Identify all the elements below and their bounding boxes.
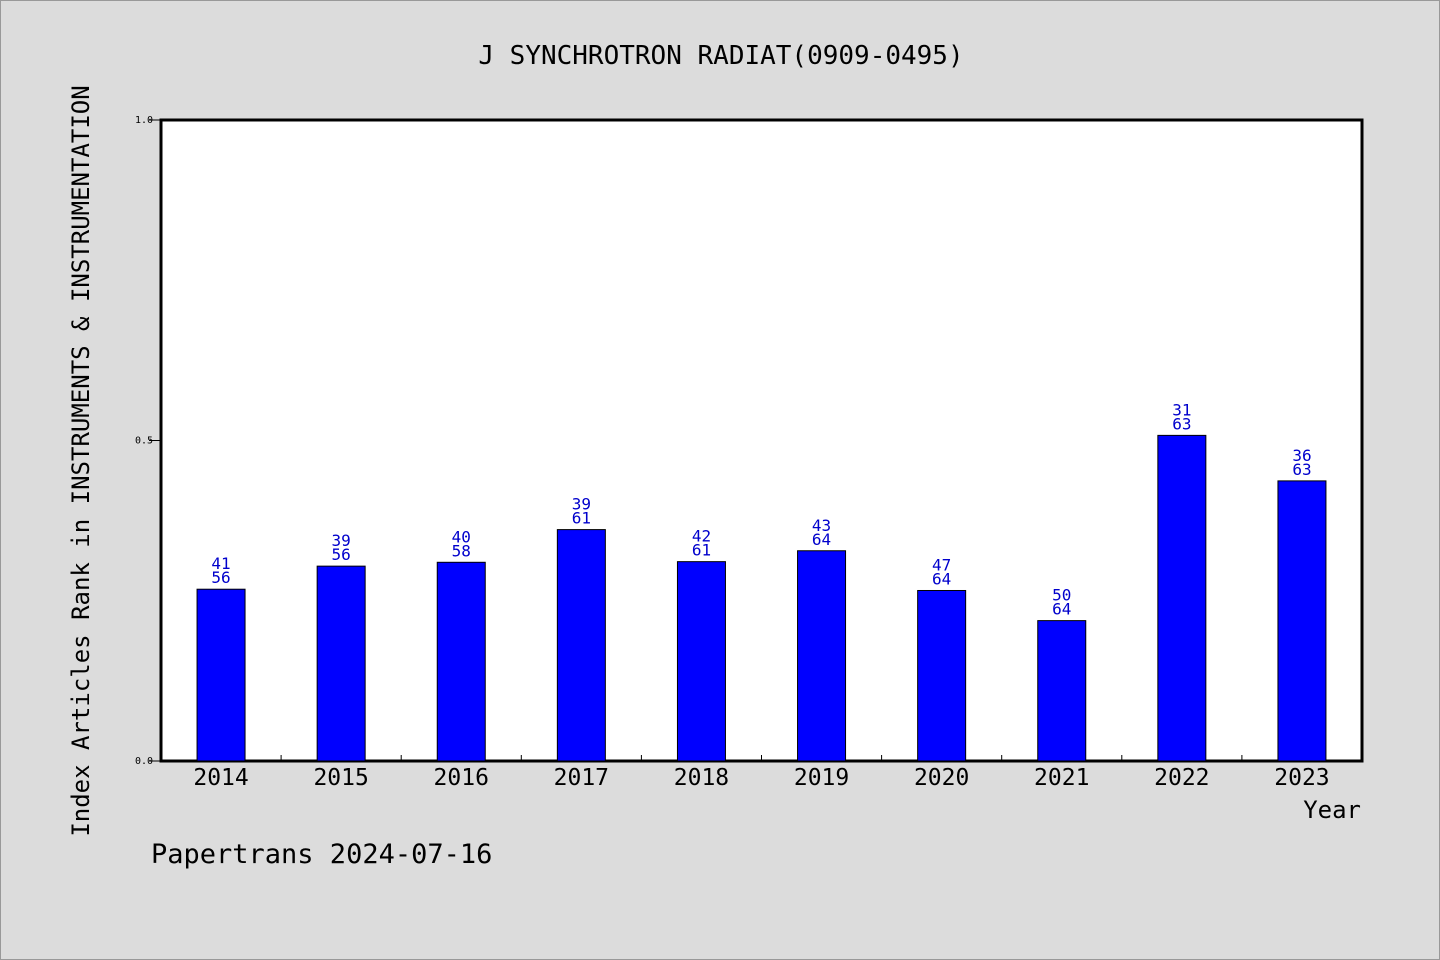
bar-rank-label: 36 xyxy=(1292,446,1311,465)
x-tick-label: 2020 xyxy=(914,765,969,791)
bar xyxy=(1157,434,1207,762)
x-tick-label: 2015 xyxy=(313,765,368,791)
bar-total-label: 61 xyxy=(692,541,711,560)
x-tick-label: 2023 xyxy=(1274,765,1329,791)
bar xyxy=(196,588,246,762)
bar xyxy=(436,561,486,762)
bar-total-label: 63 xyxy=(1292,460,1311,479)
y-tick-label: 0.0 xyxy=(135,756,153,767)
chart-title: J SYNCHROTRON RADIAT(0909-0495) xyxy=(478,41,963,71)
bar xyxy=(917,589,967,762)
x-axis-label: Year xyxy=(1303,796,1361,824)
bar-total-label: 63 xyxy=(1172,414,1191,433)
bar xyxy=(676,561,726,762)
bar-rank-label: 41 xyxy=(211,554,230,573)
y-tick-label: 1.0 xyxy=(135,115,153,126)
bar-rank-label: 42 xyxy=(692,527,711,546)
bar-total-label: 58 xyxy=(452,541,471,560)
y-tick-label: 0.5 xyxy=(135,436,153,447)
bar-rank-label: 39 xyxy=(572,495,591,514)
bar-rank-label: 43 xyxy=(812,516,831,535)
x-tick-label: 2014 xyxy=(193,765,248,791)
bar xyxy=(316,565,366,762)
bar-rank-label: 31 xyxy=(1172,400,1191,419)
bar-total-label: 64 xyxy=(1052,600,1071,619)
bar xyxy=(1277,480,1327,762)
bar-total-label: 56 xyxy=(332,545,351,564)
bar-rank-label: 47 xyxy=(932,555,951,574)
footer-credit: Papertrans 2024-07-16 xyxy=(151,839,492,870)
bar-rank-label: 39 xyxy=(332,531,351,550)
bar-total-label: 61 xyxy=(572,509,591,528)
bar-total-label: 64 xyxy=(812,530,831,549)
bar-rank-label: 40 xyxy=(452,527,471,546)
x-axis: 2014 2015 2016 2017 2018 2019 2020 2021 2022 2023 xyxy=(193,755,1330,791)
y-axis: 0.0 0.5 1.0 xyxy=(135,115,161,767)
bar xyxy=(556,529,606,762)
bar xyxy=(797,550,847,762)
x-tick-label: 2019 xyxy=(794,765,849,791)
bar xyxy=(1037,620,1087,762)
x-tick-label: 2021 xyxy=(1034,765,1089,791)
x-tick-label: 2022 xyxy=(1154,765,1209,791)
x-tick-label: 2017 xyxy=(554,765,609,791)
bar-total-label: 56 xyxy=(211,568,230,587)
x-tick-label: 2018 xyxy=(674,765,729,791)
y-axis-label: Index Articles Rank in INSTRUMENTS & INS… xyxy=(67,85,95,836)
bar-rank-label: 50 xyxy=(1052,586,1071,605)
x-tick-label: 2016 xyxy=(434,765,489,791)
bar-total-label: 64 xyxy=(932,569,951,588)
